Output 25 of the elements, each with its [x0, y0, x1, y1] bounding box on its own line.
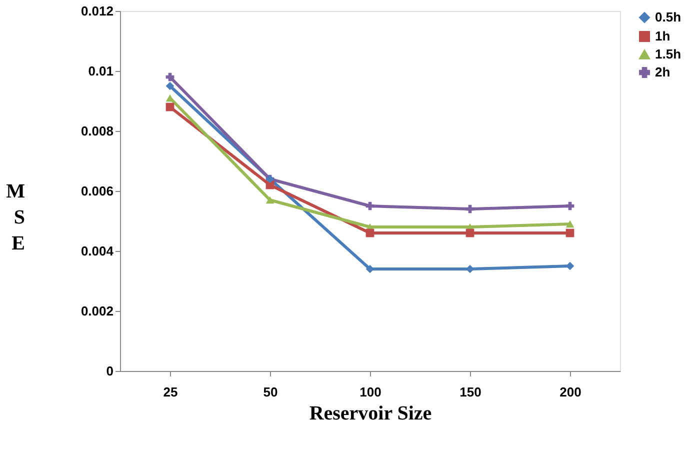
legend-label: 1h — [655, 28, 670, 44]
x-axis-title: Reservoir Size — [309, 402, 432, 424]
legend-label: 2h — [655, 64, 670, 80]
point — [166, 102, 174, 112]
x-tick-label: 25 — [163, 384, 178, 400]
y-tick-label: 0.012 — [80, 4, 114, 18]
legend-label: 1.5h — [655, 46, 682, 62]
y-tick-label: 0.002 — [80, 304, 114, 318]
point — [166, 82, 174, 90]
legend-label: 0.5h — [655, 10, 682, 24]
point — [266, 196, 274, 204]
point — [566, 220, 574, 228]
x-tick-label: 100 — [360, 384, 382, 400]
x-tick-label: 150 — [460, 384, 482, 400]
y-tick-label: 0.006 — [80, 184, 114, 198]
y-tick-label: 0.008 — [80, 124, 114, 138]
y-tick-label: 0.004 — [80, 244, 114, 258]
point — [566, 228, 574, 238]
y-axis-title: MSE — [6, 180, 26, 254]
x-tick-label: 50 — [263, 384, 278, 400]
y-tick-label: 0.01 — [88, 64, 114, 78]
point — [366, 228, 374, 238]
point — [466, 228, 474, 238]
y-tick-label: 0 — [106, 364, 114, 378]
x-tick-label: 200 — [560, 384, 582, 400]
